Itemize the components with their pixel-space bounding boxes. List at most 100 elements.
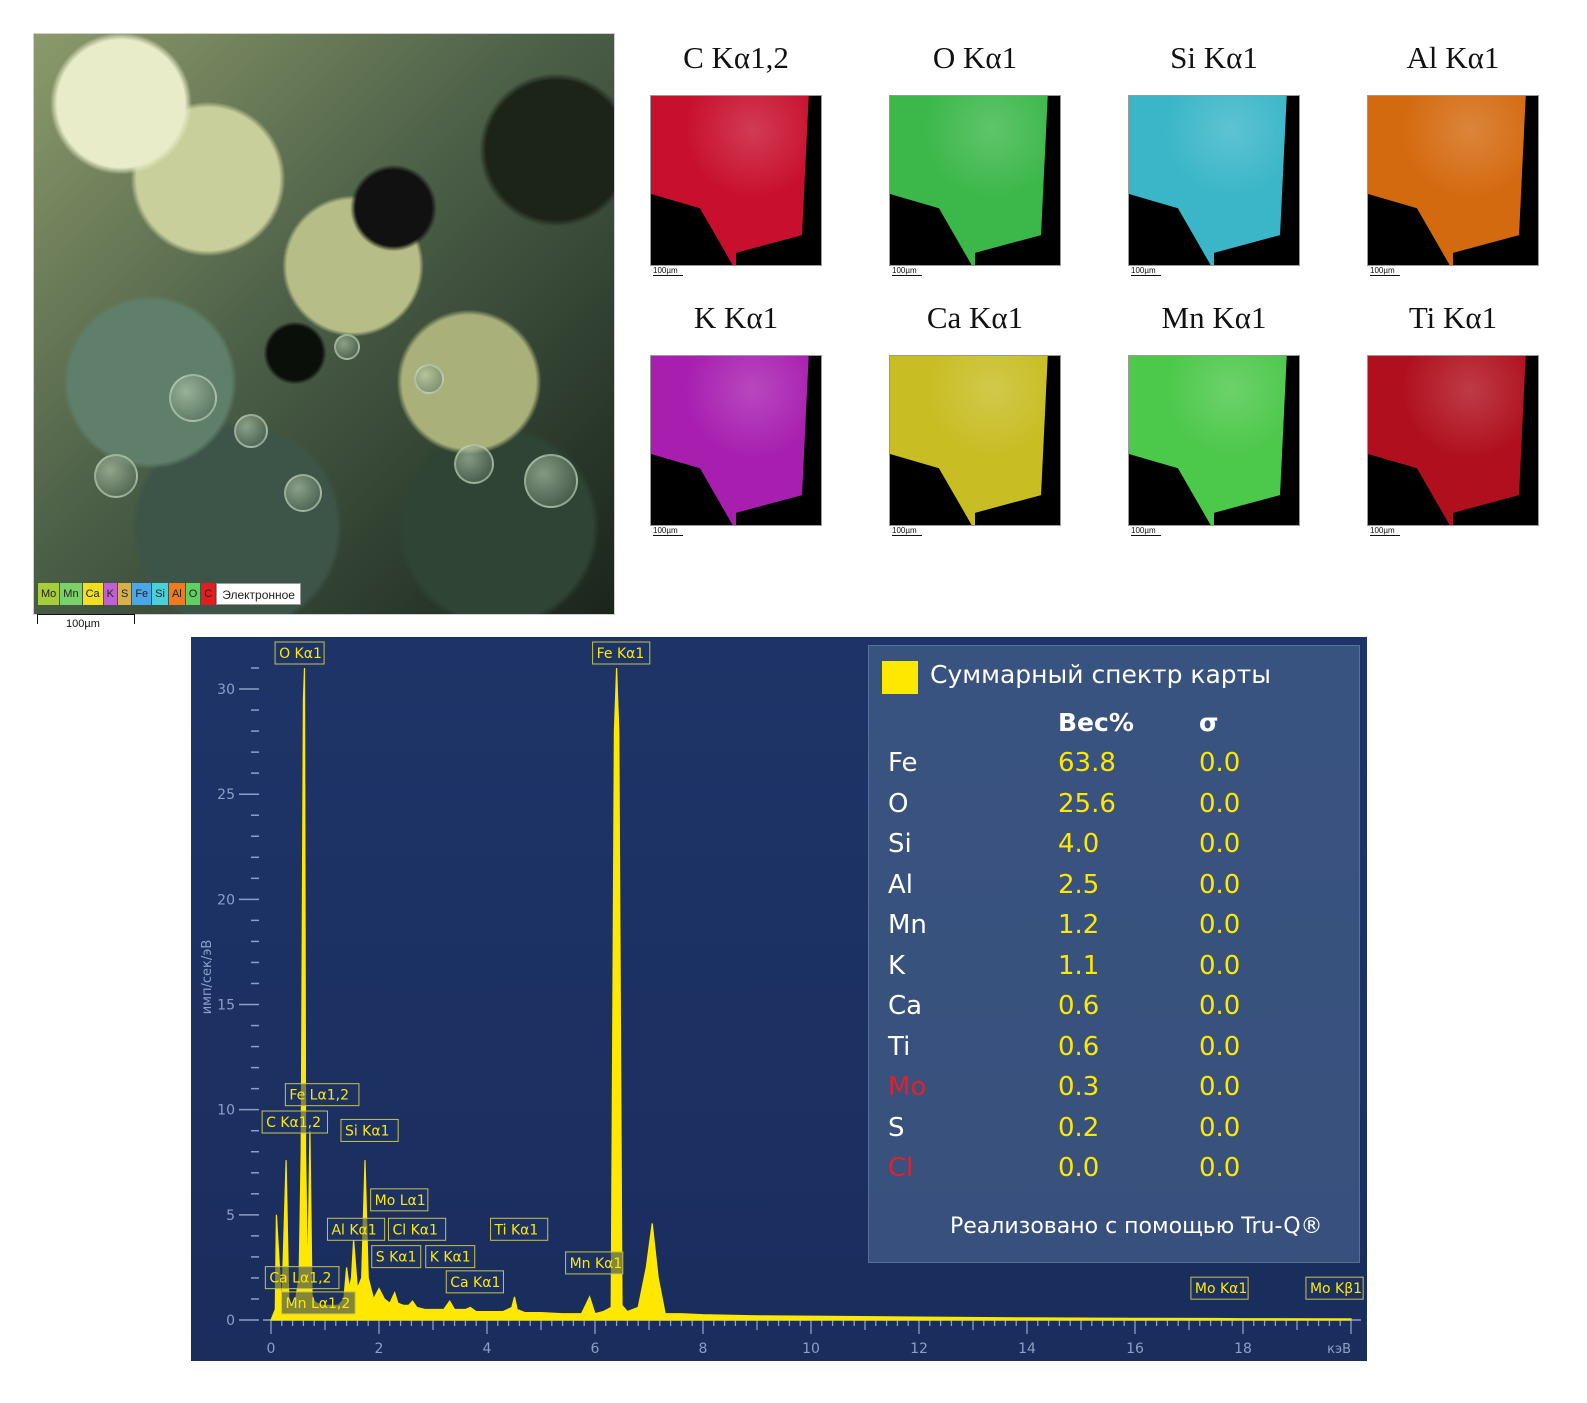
map-dark-region <box>1368 454 1450 525</box>
peak-label: K Kα1 <box>430 1250 471 1266</box>
sigma-value: 0.0 <box>1199 1072 1241 1102</box>
element-symbol: Si <box>888 829 912 859</box>
peak-label-box <box>425 1245 476 1269</box>
table-row: S 0.2 0.0 <box>888 1113 1328 1153</box>
y-tick-label: 5 <box>226 1208 235 1224</box>
weight-percent: 1.1 <box>1058 950 1100 981</box>
x-tick-label: 16 <box>1126 1341 1144 1357</box>
weight-percent: 1.2 <box>1058 910 1100 940</box>
sigma-value: 0.0 <box>1199 991 1241 1021</box>
map-title: Ti Kα1 <box>1408 300 1498 335</box>
weight-percent: 0.6 <box>1058 991 1100 1021</box>
element-map <box>1128 355 1300 526</box>
element-symbol: Mn <box>888 910 927 940</box>
sigma-value: 0.0 <box>1199 1153 1241 1183</box>
map-title: Al Kα1 <box>1406 40 1500 75</box>
sem-particle <box>234 414 268 448</box>
element-map <box>1128 95 1300 266</box>
map-scale-label: 100µm <box>1370 526 1400 536</box>
map-dark-region <box>651 194 733 265</box>
sem-scale-label: 100µm <box>66 618 100 630</box>
peak-label-box <box>1190 1276 1249 1300</box>
table-row: Si 4.0 0.0 <box>888 829 1328 869</box>
map-dark-region <box>890 194 972 265</box>
peak-label: Ca Lα1,2 <box>269 1271 331 1287</box>
map-dark-region <box>1453 494 1521 525</box>
element-symbol: Mo <box>888 1072 927 1102</box>
x-tick-label: 12 <box>910 1341 928 1357</box>
peak-label: Fe Lα1,2 <box>289 1088 349 1104</box>
x-tick-label: 18 <box>1234 1341 1252 1357</box>
peak-label: Si Kα1 <box>345 1123 390 1139</box>
map-title: O Kα1 <box>932 40 1018 75</box>
sem-particle <box>334 334 360 360</box>
composition-table <box>868 645 1360 1263</box>
map-dark-region <box>890 454 972 525</box>
element-symbol: K <box>888 950 906 981</box>
peak-label: Mo Lα1 <box>375 1193 426 1209</box>
peak-label-box <box>264 1266 340 1290</box>
table-row: O 25.6 0.0 <box>888 789 1328 829</box>
table-title: Суммарный спектр карты <box>930 660 1271 689</box>
element-symbol: Ti <box>888 1031 911 1062</box>
map-title: Mn Kα1 <box>1161 300 1267 335</box>
legend-chip-ca: Ca <box>82 583 103 605</box>
legend-chip-mn: Mn <box>60 583 82 605</box>
table-row: Cl 0.0 0.0 <box>888 1153 1328 1193</box>
sem-particle <box>169 374 217 422</box>
table-row: Ti 0.6 0.0 <box>888 1032 1328 1072</box>
weight-percent: 25.6 <box>1058 788 1116 819</box>
weight-percent: 2.5 <box>1058 869 1100 900</box>
sem-particle <box>414 364 444 394</box>
peak-label-box <box>387 1217 447 1241</box>
spectrum-color-swatch <box>882 661 918 694</box>
element-map <box>650 95 822 266</box>
peak-label: Ca Kα1 <box>450 1275 500 1291</box>
map-scale-label: 100µm <box>892 526 922 536</box>
y-tick-label: 25 <box>217 787 235 803</box>
map-dark-region <box>1129 194 1211 265</box>
peak-label: Al Kα1 <box>331 1222 376 1238</box>
sigma-value: 0.0 <box>1199 1112 1241 1143</box>
table-footer: Реализовано с помощью Tru-Q® <box>950 1214 1323 1239</box>
x-tick-label: 6 <box>591 1341 600 1357</box>
sem-particle <box>94 454 138 498</box>
legend-chip-fe: Fe <box>132 583 152 605</box>
element-symbol: Fe <box>888 748 918 778</box>
element-symbol: Cl <box>888 1153 914 1183</box>
peak-label-box <box>340 1118 399 1142</box>
element-symbol: Ca <box>888 991 923 1021</box>
y-tick-label: 10 <box>217 1103 235 1119</box>
sigma-value: 0.0 <box>1199 829 1241 859</box>
weight-column-header: Вес% <box>1058 708 1134 737</box>
element-map <box>889 355 1061 526</box>
element-map <box>1367 95 1539 266</box>
map-dark-region <box>651 454 733 525</box>
sigma-column-header: σ <box>1199 708 1219 737</box>
peak-label: C Kα1,2 <box>266 1115 321 1131</box>
legend-chip-k: K <box>103 583 117 605</box>
map-scale-label: 100µm <box>653 266 683 276</box>
weight-percent: 4.0 <box>1058 829 1100 859</box>
table-row: K 1.1 0.0 <box>888 951 1328 991</box>
map-scale-label: 100µm <box>1131 526 1161 536</box>
weight-percent: 0.0 <box>1058 1153 1100 1183</box>
sigma-value: 0.0 <box>1199 910 1241 940</box>
x-tick-label: 14 <box>1018 1341 1036 1357</box>
map-title: Ca Kα1 <box>926 300 1024 335</box>
peak-label-box <box>281 1291 356 1315</box>
sem-element-legend: Mo Mn Ca K S Fe Si Al O C Электронное <box>38 582 301 606</box>
sem-particle <box>524 454 578 508</box>
peak-label-box <box>490 1217 549 1241</box>
peak-label-box <box>284 1083 360 1107</box>
peak-label-box <box>592 641 651 665</box>
legend-electron-label: Электронное <box>216 583 301 605</box>
map-title: Si Kα1 <box>1170 40 1258 75</box>
legend-chip-si: Si <box>152 583 168 605</box>
peak-label: Mn Lα1,2 <box>286 1296 351 1312</box>
peak-label: Cl Kα1 <box>392 1222 437 1238</box>
legend-chip-al: Al <box>168 583 185 605</box>
legend-chip-mo: Mo <box>38 583 60 605</box>
element-symbol: S <box>888 1112 905 1143</box>
peak-label: Fe Kα1 <box>597 646 645 662</box>
